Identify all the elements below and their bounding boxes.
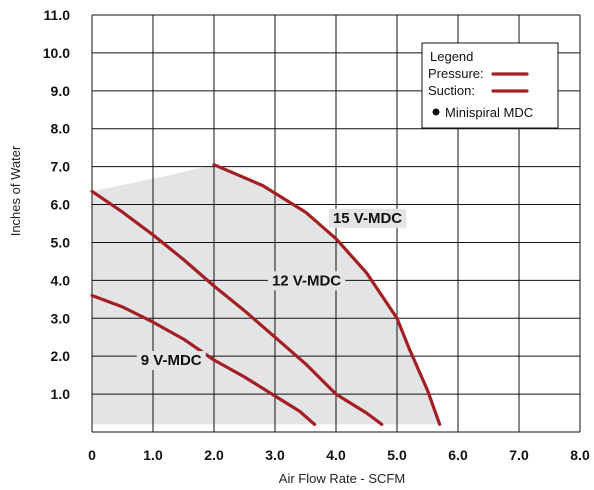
operating-region-layer <box>92 164 440 425</box>
x-tick-label: 2.0 <box>204 447 224 463</box>
y-tick-label: 5.0 <box>51 234 71 250</box>
operating-region <box>92 164 440 425</box>
y-tick-label: 10.0 <box>43 45 70 61</box>
legend-entry-pressure-label: Pressure: <box>428 66 484 81</box>
series-label-9-v-mdc: 9 V-MDC <box>141 352 202 369</box>
series-label-background <box>267 271 346 291</box>
y-tick-label: 4.0 <box>51 272 71 288</box>
x-tick-label: 6.0 <box>448 447 468 463</box>
y-axis-label: Inches of Water <box>8 145 23 236</box>
series-label-background <box>136 350 206 370</box>
x-tick-label: 7.0 <box>509 447 529 463</box>
x-tick-label: 1.0 <box>143 447 163 463</box>
curve-9-v-mdc <box>90 293 317 426</box>
legend-dot-icon <box>432 108 440 116</box>
legend: Legend Pressure: Suction: Minispiral MDC <box>421 42 559 129</box>
series-label-layer: 15 V-MDC 12 V-MDC 9 V-MDC <box>136 208 407 370</box>
y-tick-label: 8.0 <box>51 121 71 137</box>
legend-entry-minispiral-label: Minispiral MDC <box>445 105 533 120</box>
series-label-12-v-mdc: 12 V-MDC <box>272 272 341 289</box>
curve-12-v-mdc <box>90 189 384 426</box>
legend-entry-suction-label: Suction: <box>428 83 475 98</box>
x-axis-label: Air Flow Rate - SCFM <box>279 471 405 486</box>
y-tick-label: 9.0 <box>51 83 71 99</box>
y-tick-label: 7.0 <box>51 159 71 175</box>
y-tick-label: 11.0 <box>44 7 71 23</box>
tick-label-layer: 0 1.0 2.0 3.0 4.0 5.0 6.0 7.0 8.0 1.0 2.0 3.0 4.0 5.0… <box>43 7 590 463</box>
x-tick-label: 4.0 <box>326 447 346 463</box>
y-tick-label: 2.0 <box>51 348 71 364</box>
y-tick-label: 6.0 <box>51 197 71 213</box>
series-label-background <box>328 208 407 228</box>
curve-15-v-mdc <box>212 163 442 426</box>
curve-layer <box>90 163 442 426</box>
y-tick-label: 1.0 <box>51 386 71 402</box>
series-label-15-v-mdc: 15 V-MDC <box>333 210 402 227</box>
x-tick-label: 8.0 <box>570 447 590 463</box>
x-tick-label: 0 <box>88 447 96 463</box>
x-tick-label: 3.0 <box>265 447 285 463</box>
y-tick-label: 3.0 <box>51 310 71 326</box>
legend-box <box>421 42 559 129</box>
x-tick-label: 5.0 <box>387 447 407 463</box>
legend-title: Legend <box>430 49 473 64</box>
